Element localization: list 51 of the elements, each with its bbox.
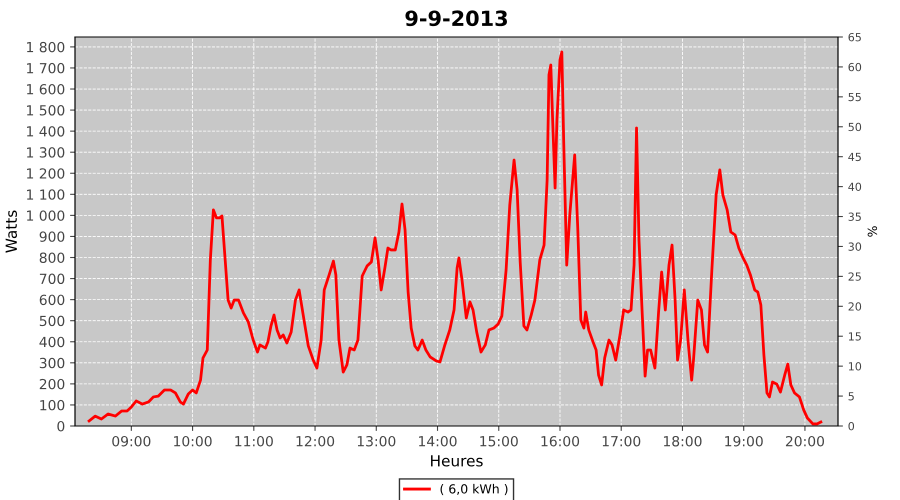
y-tick-label: 800: [40, 252, 64, 263]
y-tick-label: 1 800: [27, 42, 64, 52]
x-tick-label: 20:00: [786, 436, 824, 446]
x-tick-label: 16:00: [542, 436, 580, 446]
x-tick-label: 10:00: [174, 436, 212, 446]
y-tick-label: 1 700: [27, 62, 64, 74]
y2-tick-label: 5: [848, 392, 854, 400]
y-axis-title: Watts: [6, 210, 17, 253]
y-tick-label: 1 500: [27, 105, 64, 116]
x-tick-label: 09:00: [112, 436, 150, 446]
y2-tick-label: 55: [848, 92, 861, 102]
y-tick-label: 300: [40, 358, 64, 368]
y-tick-label: 700: [40, 274, 64, 284]
y2-tick-label: 35: [848, 212, 861, 221]
x-tick-label: 17:00: [602, 436, 640, 446]
y-tick-label: 200: [40, 378, 64, 390]
y2-tick-label: 10: [848, 362, 862, 371]
y2-tick-label: 30: [848, 242, 862, 251]
x-tick-label: 12:00: [296, 436, 334, 446]
x-tick-label: 18:00: [664, 436, 702, 446]
chart-title: 9-9-2013: [405, 10, 507, 26]
y-tick-label: 400: [39, 336, 64, 348]
y2-tick-label: 25: [848, 272, 861, 281]
y2-tick-label: 65: [848, 32, 861, 42]
y-tick-label: 900: [40, 231, 64, 242]
x-axis-title: Heures: [431, 455, 483, 467]
y-tick-label: 0: [57, 420, 64, 432]
legend-label: ( 6,0 kWh ): [440, 484, 508, 496]
line-series: [88, 50, 822, 426]
y-tick-label: 1 600: [27, 84, 64, 94]
y-tick-label: 1 400: [27, 126, 64, 137]
y2-tick-label: 60: [848, 62, 862, 72]
y2-tick-label: 40: [848, 182, 862, 191]
y2-tick-label: 45: [848, 152, 861, 162]
y2-tick-label: 50: [848, 122, 862, 132]
x-tick-label: 19:00: [725, 436, 763, 446]
y2-tick-label: 0: [848, 422, 854, 430]
x-tick-label: 11:00: [235, 436, 273, 446]
y-tick-label: 1 000: [27, 210, 64, 221]
x-tick-label: 15:00: [480, 436, 518, 446]
y2-tick-label: 15: [848, 332, 861, 341]
y-tick-label: 1 300: [27, 147, 64, 158]
y-tick-label: 1 100: [27, 189, 64, 200]
y-tick-label: 1 200: [27, 168, 64, 179]
y-tick-label: 100: [40, 400, 64, 410]
x-tick-label: 13:00: [358, 436, 396, 446]
y2-tick-label: 20: [848, 302, 862, 311]
y-tick-label: 500: [40, 316, 64, 326]
y2-axis-title: %: [868, 226, 878, 237]
x-tick-label: 14:00: [419, 436, 457, 446]
y-tick-label: 600: [40, 294, 64, 306]
